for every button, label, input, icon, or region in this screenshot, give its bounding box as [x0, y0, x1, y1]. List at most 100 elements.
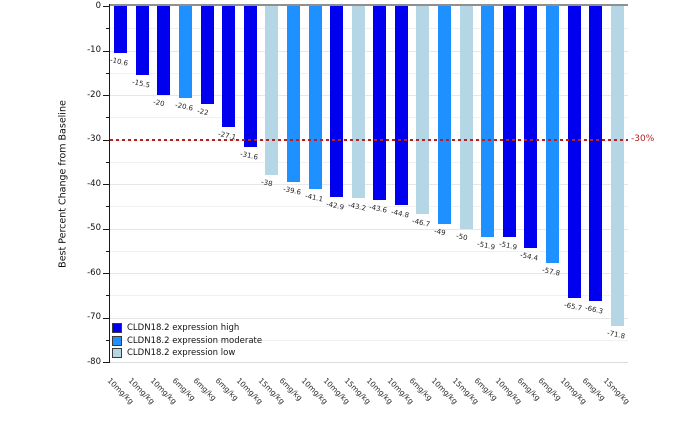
- y-tick-mark: [103, 317, 109, 319]
- bar-value-label: -66.3: [584, 304, 604, 316]
- y-tick-mark-minor: [106, 339, 109, 341]
- bar: [589, 6, 603, 302]
- y-tick-mark-minor: [106, 206, 109, 208]
- gridline: [110, 339, 628, 341]
- bar: [416, 6, 430, 214]
- bar-value-label: -71.8: [606, 328, 626, 341]
- bar: [265, 6, 279, 176]
- gridline: [110, 28, 628, 30]
- bar-value-label: -57.8: [541, 266, 561, 278]
- legend-label: CLDN18.2 expression low: [127, 348, 236, 358]
- gridline: [110, 72, 628, 74]
- x-tick-label: 15mg/kg: [601, 376, 632, 406]
- gridline: [110, 228, 628, 230]
- gridline: [110, 295, 628, 297]
- legend-label: CLDN18.2 expression moderate: [127, 335, 263, 346]
- y-tick-label: -10: [87, 45, 101, 55]
- bottom-spine: [110, 362, 628, 363]
- high-expression-swatch: [112, 323, 122, 333]
- bar-value-label: -20.6: [174, 100, 194, 113]
- bar-value-label: -41.1: [303, 191, 324, 204]
- bar-value-label: -46.7: [411, 216, 432, 229]
- bar: [179, 6, 193, 98]
- bar-value-label: -65.7: [562, 301, 583, 313]
- y-tick-mark: [103, 50, 109, 52]
- bar-value-label: -38: [260, 178, 274, 189]
- legend-item: CLDN18.2 expression low: [112, 347, 262, 359]
- gridline: [110, 317, 628, 319]
- y-tick-mark-minor: [106, 295, 109, 297]
- y-tick-mark-minor: [106, 72, 109, 74]
- bar: [157, 6, 171, 95]
- bar: [243, 6, 257, 147]
- bar: [394, 6, 408, 206]
- bar-value-label: -50: [454, 231, 468, 242]
- y-tick-mark-minor: [106, 161, 109, 163]
- bar-value-label: -22: [195, 106, 209, 118]
- bar: [545, 6, 559, 264]
- bar: [286, 6, 300, 183]
- y-tick-label: -80: [87, 356, 101, 367]
- bar-value-label: -43.2: [347, 201, 367, 213]
- bar-value-label: -44.8: [390, 208, 410, 220]
- y-tick-label: -30: [87, 134, 101, 144]
- bar-value-label: -42.9: [325, 199, 345, 212]
- y-tick-mark: [103, 95, 109, 96]
- y-tick-label: -50: [87, 223, 101, 233]
- bar-value-label: -10.6: [109, 56, 130, 68]
- reference-line-label: -30%: [631, 134, 655, 144]
- y-tick-mark: [103, 139, 109, 141]
- y-tick-mark: [103, 362, 109, 363]
- y-tick-label: -40: [87, 178, 101, 189]
- gridline: [110, 250, 628, 252]
- y-tick-label: -70: [87, 312, 101, 322]
- bar-value-label: -31.6: [239, 149, 259, 162]
- bar: [502, 6, 516, 237]
- y-tick-label: 0: [95, 0, 101, 11]
- zero-baseline: [110, 4, 628, 6]
- bar: [524, 6, 538, 249]
- gridline: [110, 117, 628, 119]
- bar: [222, 6, 236, 127]
- bar: [567, 6, 581, 299]
- bar-value-label: -15.5: [131, 77, 151, 90]
- bar: [135, 6, 149, 75]
- bar: [351, 6, 365, 199]
- bar-value-label: -43.6: [368, 203, 389, 215]
- legend-item: CLDN18.2 expression high: [112, 322, 262, 334]
- bar: [438, 6, 452, 225]
- bar: [200, 6, 214, 104]
- gridline: [110, 184, 628, 185]
- plot-area: -10.6 -15.5 -20 -20.6 -22 -27.1 -31.6 -38 -39.6-…: [103, 4, 628, 363]
- moderate-expression-swatch: [112, 335, 122, 346]
- legend-item: CLDN18.2 expression moderate: [112, 335, 262, 347]
- bar-value-label: -20: [152, 98, 166, 109]
- y-tick-label: -20: [87, 89, 101, 100]
- y-tick-mark: [103, 228, 109, 230]
- gridline: [110, 161, 628, 163]
- low-expression-swatch: [112, 348, 122, 358]
- bar: [114, 6, 128, 54]
- gridline: [110, 50, 628, 52]
- bar: [373, 6, 387, 201]
- bar-value-label: -39.6: [282, 185, 302, 197]
- y-axis-tick-labels: 0 -10 -20 -30 -40 -50 -60 -70 -80: [60, 1, 104, 366]
- y-tick-mark: [103, 184, 109, 185]
- y-axis-line: [109, 4, 110, 363]
- y-tick-mark: [103, 6, 109, 7]
- legend: CLDN18.2 expression high CLDN18.2 express…: [112, 322, 262, 360]
- y-tick-mark-minor: [106, 250, 109, 252]
- bar-value-label: -54.4: [519, 251, 540, 263]
- y-tick-mark-minor: [106, 117, 109, 119]
- bar: [459, 6, 473, 229]
- legend-label: CLDN18.2 expression high: [127, 323, 240, 333]
- gridline: [110, 273, 628, 274]
- gridline: [110, 95, 628, 96]
- bar: [610, 6, 624, 326]
- bar-value-label: -49: [433, 227, 447, 238]
- bar: [308, 6, 322, 189]
- reference-line: [110, 138, 628, 141]
- y-tick-mark-minor: [106, 28, 109, 30]
- x-axis-tick-labels: 10mg/kg 10mg/kg 10mg/kg 6mg/kg 6mg/kg 6mg/kg 1…: [105, 366, 650, 424]
